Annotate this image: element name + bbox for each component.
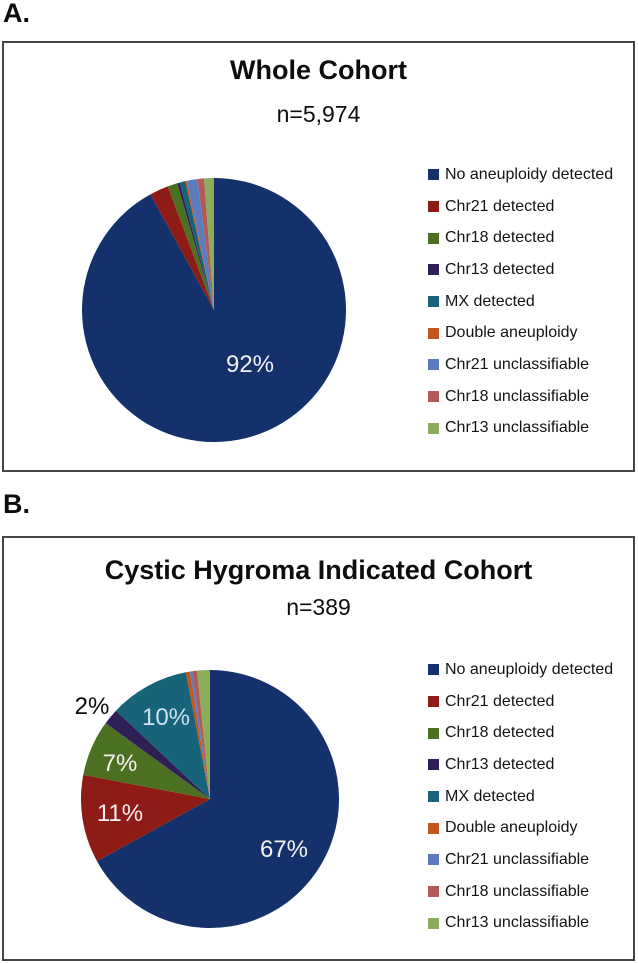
legend-item: Chr13 unclassifiable bbox=[428, 413, 613, 445]
pie-chart-cystic-hygroma bbox=[81, 670, 339, 928]
legend-swatch-icon bbox=[428, 727, 439, 739]
slice-data-label: 92% bbox=[225, 351, 275, 378]
legend-swatch-icon bbox=[428, 422, 439, 434]
legend-label: Chr21 detected bbox=[445, 197, 555, 215]
pie-slice-chr21-detected bbox=[150, 186, 214, 310]
legend-label: Chr18 detected bbox=[445, 229, 555, 247]
legend-swatch-icon bbox=[428, 917, 439, 929]
legend-label: Chr21 unclassifiable bbox=[445, 355, 590, 373]
legend-item: Chr18 unclassifiable bbox=[428, 876, 613, 908]
chart-subtitle: n=5,974 bbox=[276, 101, 361, 127]
legend-item: Chr13 detected bbox=[428, 254, 613, 286]
legend-swatch-icon bbox=[428, 327, 439, 339]
pie-slice-double-aneuploidy bbox=[185, 671, 210, 799]
legend-swatch-icon bbox=[428, 169, 439, 181]
legend-label: Chr13 unclassifiable bbox=[445, 419, 590, 437]
slice-data-label: 11% bbox=[96, 800, 144, 827]
legend-swatch-icon bbox=[428, 359, 439, 371]
pie-slice-chr13-unclassifiable bbox=[204, 178, 214, 310]
legend-swatch-icon bbox=[428, 296, 439, 308]
pie-slice-chr18-unclassifiable bbox=[197, 178, 214, 310]
chart-title: Whole Cohort bbox=[230, 55, 407, 85]
pie-slice-chr21-unclassifiable bbox=[189, 671, 210, 799]
legend-label: Chr21 detected bbox=[445, 692, 555, 710]
legend-swatch-icon bbox=[428, 759, 439, 771]
pie-slice-chr13-detected bbox=[105, 710, 210, 799]
pie-slice-chr13-detected bbox=[177, 182, 214, 310]
legend-item: MX detected bbox=[428, 781, 613, 813]
legend-item: MX detected bbox=[428, 286, 613, 318]
legend-item: No aneuploidy detected bbox=[428, 159, 613, 191]
legend-item: Chr21 detected bbox=[428, 191, 613, 223]
pie-slice-no-aneuploidy-detected bbox=[96, 670, 339, 928]
pie-slice-double-aneuploidy bbox=[185, 180, 214, 310]
legend-label: MX detected bbox=[445, 787, 535, 805]
legend-swatch-icon bbox=[428, 201, 439, 213]
panel-b-label: B. bbox=[3, 489, 30, 519]
pie-slice-mx-detected bbox=[179, 181, 214, 310]
legend-label: Chr13 detected bbox=[445, 260, 555, 278]
pie-slice-chr18-unclassifiable bbox=[192, 670, 210, 799]
legend: No aneuploidy detected Chr21 detected Chr1… bbox=[428, 654, 613, 939]
panel-a-whole-cohort: Whole Cohort n=5,974 92% No aneuploidy d… bbox=[2, 41, 635, 472]
legend-item: Chr13 unclassifiable bbox=[428, 908, 613, 940]
legend-label: No aneuploidy detected bbox=[445, 165, 614, 183]
legend-item: Chr21 unclassifiable bbox=[428, 349, 613, 381]
legend-label: Double aneuploidy bbox=[445, 324, 578, 342]
pie-slice-chr21-unclassifiable bbox=[186, 179, 214, 310]
legend-label: MX detected bbox=[445, 292, 535, 310]
legend-swatch-icon bbox=[428, 664, 439, 676]
legend-item: Chr21 unclassifiable bbox=[428, 844, 613, 876]
legend-swatch-icon bbox=[428, 232, 439, 244]
panel-a-label: A. bbox=[3, 0, 30, 28]
legend-item: No aneuploidy detected bbox=[428, 654, 613, 686]
pie-slice-mx-detected bbox=[115, 672, 210, 799]
legend-label: Chr13 detected bbox=[445, 755, 555, 773]
pie-chart-whole-cohort bbox=[82, 178, 346, 442]
legend-label: Chr13 unclassifiable bbox=[445, 914, 590, 932]
legend-label: Double aneuploidy bbox=[445, 819, 578, 837]
legend-item: Double aneuploidy bbox=[428, 317, 613, 349]
legend-swatch-icon bbox=[428, 791, 439, 803]
legend-item: Double aneuploidy bbox=[428, 812, 613, 844]
slice-data-label: 2% bbox=[74, 693, 110, 720]
legend-swatch-icon bbox=[428, 264, 439, 276]
pie-slice-chr18-detected bbox=[83, 723, 210, 799]
legend-swatch-icon bbox=[428, 822, 439, 834]
legend-swatch-icon bbox=[428, 886, 439, 898]
legend-swatch-icon bbox=[428, 854, 439, 866]
legend-item: Chr18 unclassifiable bbox=[428, 381, 613, 413]
pie-slice-chr21-detected bbox=[81, 774, 210, 862]
legend-label: Chr18 detected bbox=[445, 724, 555, 742]
panel-b-cystic-hygroma-cohort: Cystic Hygroma Indicated Cohort n=389 67… bbox=[2, 536, 635, 961]
legend-swatch-icon bbox=[428, 696, 439, 708]
legend: No aneuploidy detected Chr21 detected Chr1… bbox=[428, 159, 613, 444]
pie-slice-no-aneuploidy-detected bbox=[82, 178, 346, 442]
pie-slice-chr18-detected bbox=[167, 183, 214, 310]
legend-item: Chr21 detected bbox=[428, 686, 613, 718]
legend-label: Chr18 unclassifiable bbox=[445, 387, 590, 405]
legend-swatch-icon bbox=[428, 391, 439, 403]
chart-title: Cystic Hygroma Indicated Cohort bbox=[104, 555, 533, 585]
slice-data-label: 10% bbox=[141, 704, 191, 731]
slice-data-label: 67% bbox=[259, 836, 309, 863]
legend-label: No aneuploidy detected bbox=[445, 660, 614, 678]
legend-item: Chr18 detected bbox=[428, 717, 613, 749]
chart-subtitle: n=389 bbox=[286, 594, 351, 620]
pie-slice-chr13-unclassifiable bbox=[197, 670, 210, 799]
legend-item: Chr18 detected bbox=[428, 222, 613, 254]
legend-item: Chr13 detected bbox=[428, 749, 613, 781]
slice-data-label: 7% bbox=[102, 750, 138, 777]
legend-label: Chr21 unclassifiable bbox=[445, 850, 590, 868]
legend-label: Chr18 unclassifiable bbox=[445, 882, 590, 900]
